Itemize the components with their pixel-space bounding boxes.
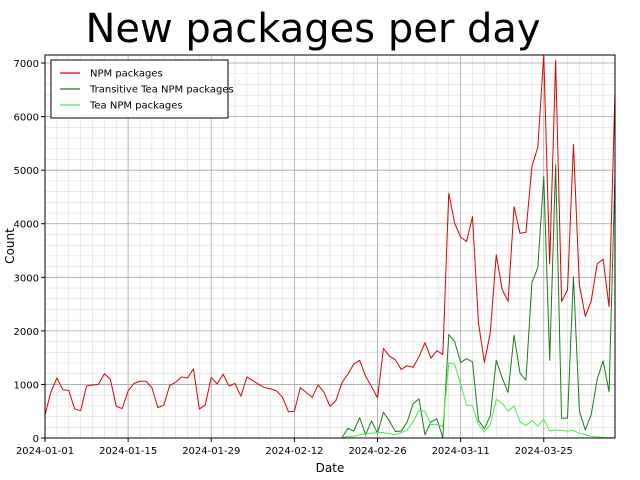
legend-box — [50, 59, 229, 119]
y-tick-label: 2000 — [14, 327, 39, 338]
y-tick-label: 7000 — [14, 59, 39, 70]
y-tick-label: 6000 — [14, 113, 39, 124]
chart-title: New packages per day — [85, 6, 540, 52]
y-tick-label: 1000 — [14, 380, 39, 391]
x-axis-ticks: 2024-01-01 2024-01-15 2024-01-29 2024-02-12… — [16, 438, 573, 457]
y-tick-label: 0 — [33, 434, 39, 445]
legend-label-transitive-tea-npm-packages: Transitive Tea NPM packages — [89, 85, 234, 96]
legend-label-tea-npm-packages: Tea NPM packages — [89, 101, 183, 112]
y-tick-label: 5000 — [14, 166, 39, 177]
y-axis-ticks: 0 1000 2000 3000 4000 5000 6000 7000 — [14, 59, 45, 445]
x-axis-title: Date — [316, 461, 345, 475]
legend-label-npm-packages: NPM packages — [90, 69, 163, 80]
y-axis-title: Count — [3, 228, 17, 264]
series-line-npm-packages — [44, 54, 616, 416]
x-tick-label: 2024-02-12 — [265, 446, 323, 457]
x-tick-label: 2024-01-29 — [182, 446, 240, 457]
plot-area-frame — [44, 54, 616, 439]
y-tick-label: 3000 — [14, 273, 39, 284]
y-tick-label: 4000 — [14, 220, 39, 231]
legend: NPM packages Transitive Tea NPM packages T… — [50, 59, 234, 119]
x-tick-label: 2024-03-11 — [432, 446, 490, 457]
x-tick-label: 2024-01-01 — [16, 446, 74, 457]
x-tick-label: 2024-03-25 — [515, 446, 573, 457]
x-tick-label: 2024-02-26 — [348, 446, 406, 457]
x-tick-label: 2024-01-15 — [99, 446, 157, 457]
